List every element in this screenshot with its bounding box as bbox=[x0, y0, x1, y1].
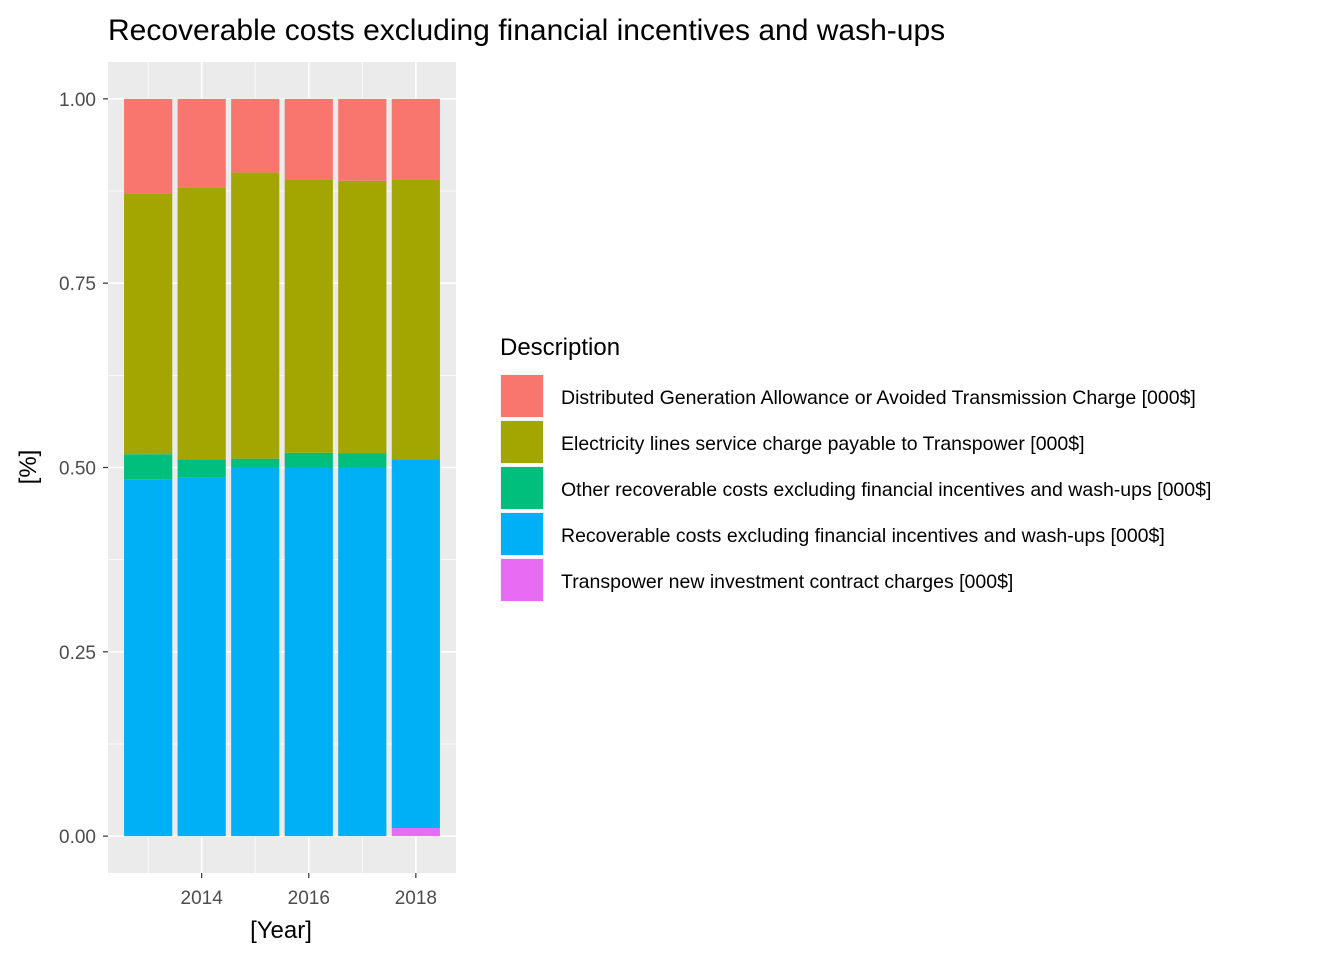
x-axis-ticks: 2014 2016 2018 bbox=[181, 873, 437, 909]
legend-swatch bbox=[501, 559, 543, 601]
y-axis-title: [%] bbox=[15, 450, 42, 485]
bar-segment bbox=[231, 467, 280, 837]
bar-segment bbox=[177, 459, 226, 478]
x-tick-label: 2016 bbox=[288, 888, 330, 909]
legend-label: Other recoverable costs excluding financ… bbox=[561, 479, 1211, 501]
legend-swatch bbox=[501, 513, 543, 555]
bar-segment bbox=[338, 467, 387, 837]
bar-segment bbox=[124, 454, 173, 480]
legend-swatch bbox=[501, 375, 543, 417]
legend-swatch bbox=[501, 421, 543, 463]
legend-swatch bbox=[501, 467, 543, 509]
bar-segment bbox=[391, 828, 440, 837]
bar-segment bbox=[338, 98, 387, 181]
y-tick-label: 0.50 bbox=[59, 459, 96, 480]
bar-segment bbox=[284, 452, 333, 468]
bar-segment bbox=[124, 98, 173, 194]
legend-label: Distributed Generation Allowance or Avoi… bbox=[561, 387, 1196, 409]
legend-title: Description bbox=[500, 334, 620, 361]
y-axis-ticks: 0.00 0.25 0.50 0.75 1.00 bbox=[59, 90, 108, 848]
bar-segment bbox=[391, 459, 440, 829]
bar-segment bbox=[338, 453, 387, 468]
legend: Description Distributed Generation Allow… bbox=[500, 334, 1211, 602]
bars bbox=[124, 98, 440, 837]
bar-segment bbox=[391, 98, 440, 180]
legend-label: Transpower new investment contract charg… bbox=[561, 571, 1013, 593]
bar-segment bbox=[338, 180, 387, 454]
x-axis-title: [Year] bbox=[250, 917, 312, 944]
bar-segment bbox=[177, 187, 226, 460]
legend-label: Recoverable costs excluding financial in… bbox=[561, 525, 1165, 547]
legend-label: Electricity lines service charge payable… bbox=[561, 433, 1085, 455]
y-tick-label: 1.00 bbox=[59, 90, 96, 111]
y-tick-label: 0.25 bbox=[59, 643, 96, 664]
chart-title: Recoverable costs excluding financial in… bbox=[108, 14, 945, 47]
bar-segment bbox=[231, 458, 280, 468]
bar-segment bbox=[177, 477, 226, 837]
x-tick-label: 2014 bbox=[181, 888, 224, 909]
bar-segment bbox=[284, 98, 333, 180]
bar-segment bbox=[124, 193, 173, 455]
x-tick-label: 2018 bbox=[395, 888, 437, 909]
y-tick-label: 0.00 bbox=[59, 827, 96, 848]
bar-segment bbox=[284, 179, 333, 453]
bar-segment bbox=[391, 179, 440, 460]
bar-segment bbox=[124, 479, 173, 837]
bar-segment bbox=[284, 467, 333, 837]
bar-segment bbox=[177, 98, 226, 188]
bar-segment bbox=[231, 98, 280, 173]
bar-segment bbox=[231, 172, 280, 459]
y-tick-label: 0.75 bbox=[59, 274, 96, 295]
